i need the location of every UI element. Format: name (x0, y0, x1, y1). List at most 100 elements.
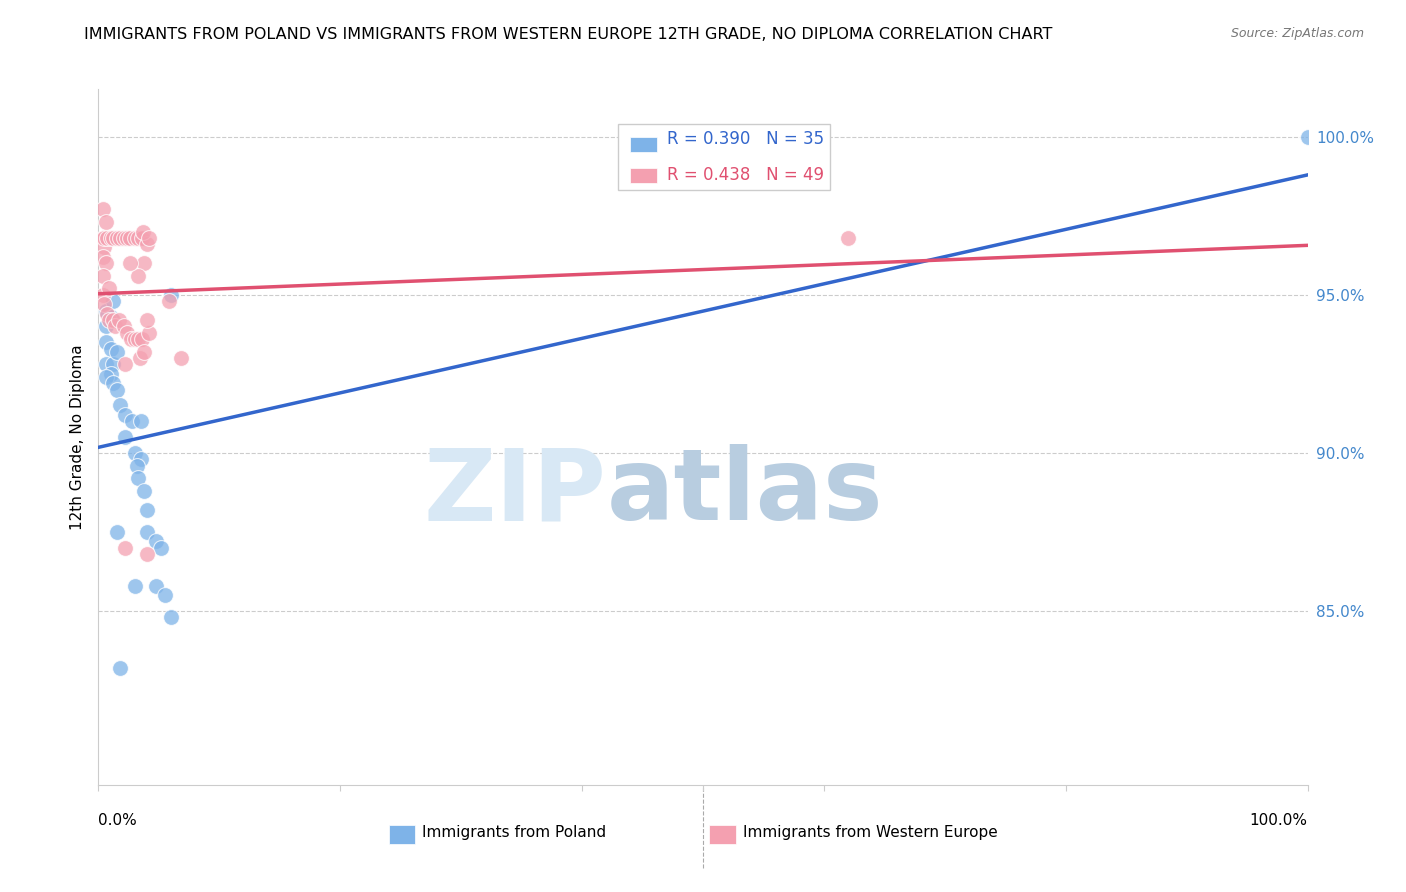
Point (145, 534, 167, 549)
Point (91, 287, 114, 301)
Point (157, 294, 180, 309)
Point (127, 471, 149, 485)
Point (91, 231, 114, 245)
Point (1296, 129, 1319, 144)
Point (101, 357, 124, 371)
Text: 100.0%: 100.0% (1250, 813, 1308, 828)
Point (134, 483, 156, 498)
Point (100, 310, 122, 324)
Point (108, 661, 131, 675)
Text: R = 0.390   N = 35: R = 0.390 N = 35 (666, 130, 824, 148)
Y-axis label: 12th Grade, No Diploma: 12th Grade, No Diploma (69, 344, 84, 530)
Point (129, 452, 152, 467)
FancyBboxPatch shape (388, 824, 415, 844)
Point (127, 332, 149, 346)
Point (105, 383, 128, 397)
FancyBboxPatch shape (630, 136, 657, 152)
Point (94, 370, 117, 384)
Text: ZIP: ZIP (423, 444, 606, 541)
Point (124, 332, 146, 346)
Text: Immigrants from Poland: Immigrants from Poland (422, 825, 606, 839)
Point (101, 231, 124, 245)
Text: R = 0.438   N = 49: R = 0.438 N = 49 (666, 166, 824, 184)
Point (127, 268, 149, 283)
Point (117, 231, 139, 245)
Point (135, 503, 157, 517)
Point (160, 610, 183, 624)
Text: Source: ZipAtlas.com: Source: ZipAtlas.com (1230, 27, 1364, 40)
Point (837, 231, 859, 245)
Point (127, 231, 149, 245)
Point (135, 237, 157, 252)
Point (124, 231, 146, 245)
Point (108, 313, 131, 327)
Point (101, 294, 124, 309)
Point (134, 256, 156, 270)
Point (101, 376, 124, 391)
Point (104, 319, 127, 334)
Point (118, 231, 141, 245)
Point (100, 367, 122, 381)
Point (118, 256, 141, 270)
Point (134, 344, 156, 359)
Point (101, 313, 124, 327)
Point (131, 332, 153, 346)
Point (98, 313, 121, 327)
Point (105, 524, 128, 539)
Point (114, 430, 136, 444)
Point (91, 268, 114, 283)
Point (153, 588, 176, 602)
FancyBboxPatch shape (630, 168, 657, 183)
Point (94, 335, 117, 350)
Point (145, 579, 167, 593)
Point (93, 231, 115, 245)
Point (121, 414, 143, 428)
FancyBboxPatch shape (709, 824, 735, 844)
Point (98, 281, 121, 295)
Point (96, 231, 118, 245)
Point (135, 547, 157, 561)
Text: atlas: atlas (606, 444, 883, 541)
Point (138, 231, 160, 245)
Point (112, 231, 135, 245)
Point (138, 326, 160, 340)
Point (108, 399, 131, 413)
Point (117, 326, 139, 340)
Point (124, 446, 146, 460)
Point (108, 231, 131, 245)
Text: 0.0%: 0.0% (98, 813, 138, 828)
Point (135, 313, 157, 327)
Text: IMMIGRANTS FROM POLAND VS IMMIGRANTS FROM WESTERN EUROPE 12TH GRADE, NO DIPLOMA : IMMIGRANTS FROM POLAND VS IMMIGRANTS FRO… (84, 27, 1053, 42)
Point (150, 541, 173, 555)
Point (91, 250, 114, 264)
Point (94, 319, 117, 334)
Point (114, 357, 136, 371)
FancyBboxPatch shape (619, 124, 830, 190)
Point (93, 240, 115, 254)
Point (96, 307, 118, 321)
Point (91, 202, 114, 217)
Point (105, 231, 128, 245)
Point (169, 351, 191, 365)
Point (128, 351, 150, 365)
Point (135, 524, 157, 539)
Point (100, 342, 122, 356)
Point (114, 408, 136, 422)
Point (105, 344, 128, 359)
Point (94, 215, 117, 229)
Point (112, 319, 135, 334)
Point (127, 458, 149, 473)
Point (120, 332, 142, 346)
Point (93, 297, 115, 311)
Point (131, 231, 153, 245)
Point (94, 303, 117, 318)
Point (132, 225, 155, 239)
Point (94, 256, 117, 270)
Point (160, 287, 183, 301)
Text: Immigrants from Western Europe: Immigrants from Western Europe (742, 825, 998, 839)
Point (129, 414, 152, 428)
Point (114, 541, 136, 555)
Point (100, 231, 122, 245)
Point (124, 579, 146, 593)
Point (94, 357, 117, 371)
